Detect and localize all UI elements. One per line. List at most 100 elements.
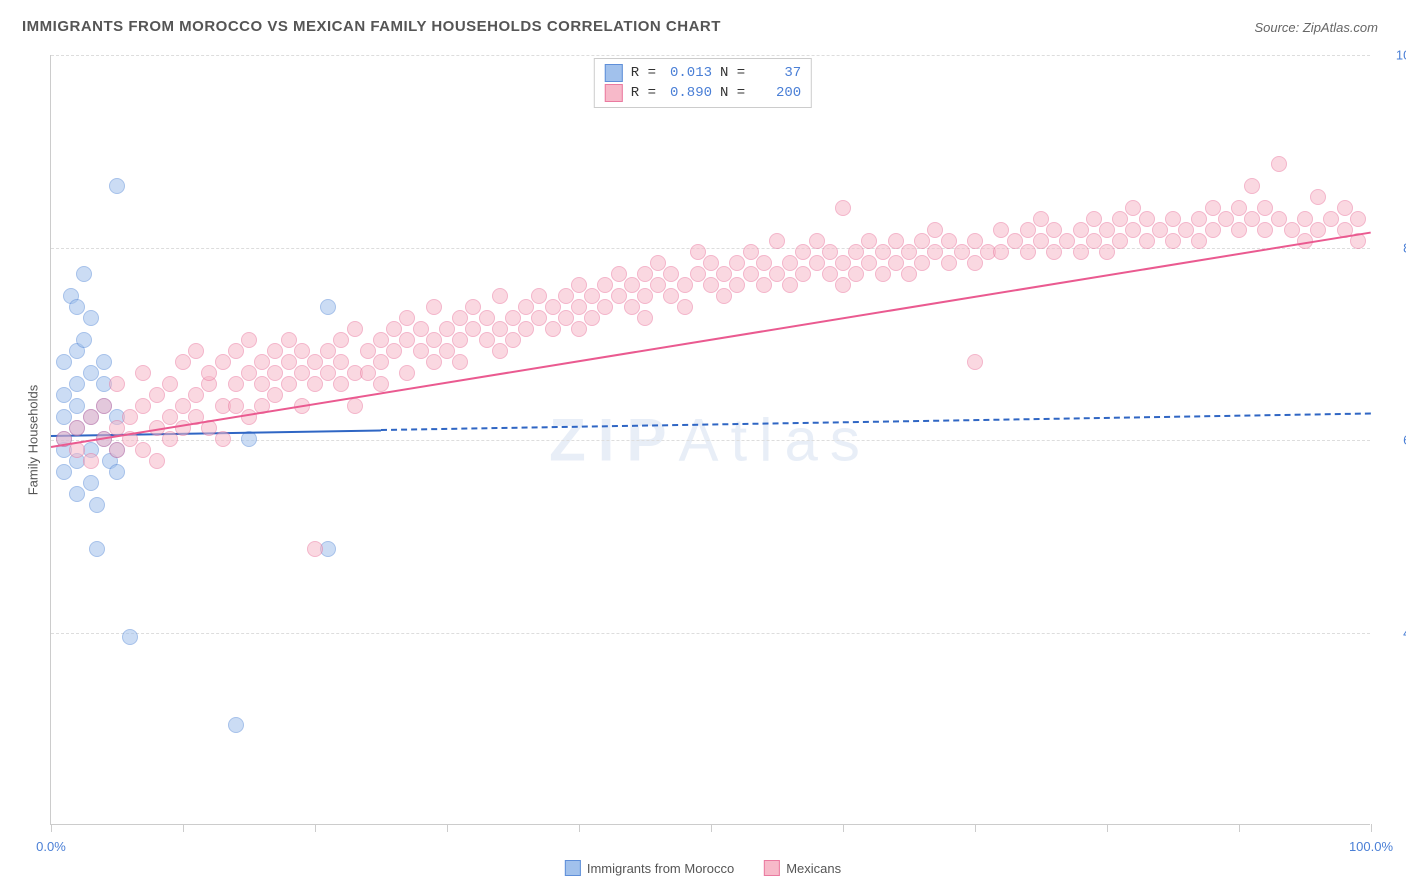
scatter-point-mexicans [901,266,917,282]
scatter-point-mexicans [545,321,561,337]
scatter-point-mexicans [1139,233,1155,249]
scatter-point-mexicans [967,255,983,271]
scatter-point-mexicans [83,453,99,469]
x-tick [843,824,844,832]
scatter-point-mexicans [188,387,204,403]
scatter-point-mexicans [1165,233,1181,249]
scatter-point-mexicans [505,332,521,348]
scatter-point-mexicans [1020,244,1036,260]
x-tick [183,824,184,832]
trend-line-morocco [381,413,1371,431]
chart-title: IMMIGRANTS FROM MOROCCO VS MEXICAN FAMIL… [22,18,721,35]
scatter-point-mexicans [677,299,693,315]
scatter-point-mexicans [756,277,772,293]
scatter-point-mexicans [175,420,191,436]
y-axis-label: Family Households [26,384,41,495]
scatter-point-mexicans [452,354,468,370]
scatter-point-morocco [89,497,105,513]
scatter-point-mexicans [373,354,389,370]
scatter-point-mexicans [307,376,323,392]
x-tick [1239,824,1240,832]
scatter-point-mexicans [188,343,204,359]
scatter-point-morocco [89,541,105,557]
scatter-point-mexicans [571,321,587,337]
scatter-point-mexicans [149,453,165,469]
scatter-point-morocco [83,475,99,491]
scatter-point-mexicans [452,332,468,348]
chart-source: Source: ZipAtlas.com [1254,20,1378,35]
scatter-point-mexicans [637,310,653,326]
scatter-point-mexicans [1112,233,1128,249]
scatter-point-mexicans [597,299,613,315]
legend-label: Mexicans [786,861,841,876]
scatter-point-mexicans [1099,244,1115,260]
scatter-point-mexicans [1350,211,1366,227]
scatter-point-morocco [109,464,125,480]
legend-swatch [565,860,581,876]
legend-item: Mexicans [764,860,841,876]
scatter-point-mexicans [1205,222,1221,238]
scatter-point-mexicans [795,266,811,282]
scatter-point-mexicans [993,244,1009,260]
scatter-point-mexicans [267,387,283,403]
x-tick [1371,824,1372,832]
scatter-point-mexicans [518,321,534,337]
x-tick [711,824,712,832]
scatter-point-mexicans [1231,222,1247,238]
x-tick [447,824,448,832]
scatter-point-morocco [83,310,99,326]
scatter-point-mexicans [584,310,600,326]
scatter-point-mexicans [373,376,389,392]
scatter-point-mexicans [1191,233,1207,249]
scatter-point-mexicans [228,343,244,359]
scatter-point-mexicans [135,365,151,381]
plot-area: Family Households ZIPAtlas 100.0%82.5%65… [50,55,1370,825]
scatter-point-mexicans [215,431,231,447]
x-tick [51,824,52,832]
scatter-point-morocco [96,354,112,370]
scatter-point-mexicans [1046,244,1062,260]
scatter-point-mexicans [729,277,745,293]
scatter-point-mexicans [241,332,257,348]
scatter-point-mexicans [69,420,85,436]
scatter-point-mexicans [135,398,151,414]
scatter-point-mexicans [967,354,983,370]
scatter-point-mexicans [835,200,851,216]
scatter-point-mexicans [347,321,363,337]
scatter-point-mexicans [848,266,864,282]
scatter-point-morocco [69,376,85,392]
source-value: ZipAtlas.com [1303,20,1378,35]
scatter-point-morocco [109,178,125,194]
scatter-point-mexicans [215,354,231,370]
scatter-point-morocco [69,486,85,502]
scatter-point-mexicans [914,255,930,271]
scatter-point-mexicans [386,343,402,359]
bottom-legend: Immigrants from Morocco Mexicans [565,860,841,876]
legend-swatch [764,860,780,876]
scatter-point-mexicans [941,255,957,271]
scatter-point-morocco [320,299,336,315]
scatter-point-mexicans [228,376,244,392]
scatter-point-morocco [76,332,92,348]
scatter-point-mexicans [716,288,732,304]
scatter-point-mexicans [149,387,165,403]
scatter-point-mexicans [96,398,112,414]
scatter-point-mexicans [492,288,508,304]
scatter-point-mexicans [399,365,415,381]
x-tick-label: 0.0% [36,839,66,854]
scatter-point-morocco [122,629,138,645]
scatter-point-mexicans [162,431,178,447]
scatter-point-morocco [56,354,72,370]
x-tick [975,824,976,832]
grid-line [51,633,1370,634]
chart-container: IMMIGRANTS FROM MOROCCO VS MEXICAN FAMIL… [10,10,1396,882]
scatter-point-mexicans [782,277,798,293]
scatter-point-mexicans [492,343,508,359]
legend-label: Immigrants from Morocco [587,861,734,876]
scatter-point-morocco [56,464,72,480]
x-tick [579,824,580,832]
y-tick-label: 100.0% [1380,48,1406,63]
scatter-point-mexicans [83,409,99,425]
scatter-point-mexicans [347,398,363,414]
scatter-point-mexicans [769,233,785,249]
